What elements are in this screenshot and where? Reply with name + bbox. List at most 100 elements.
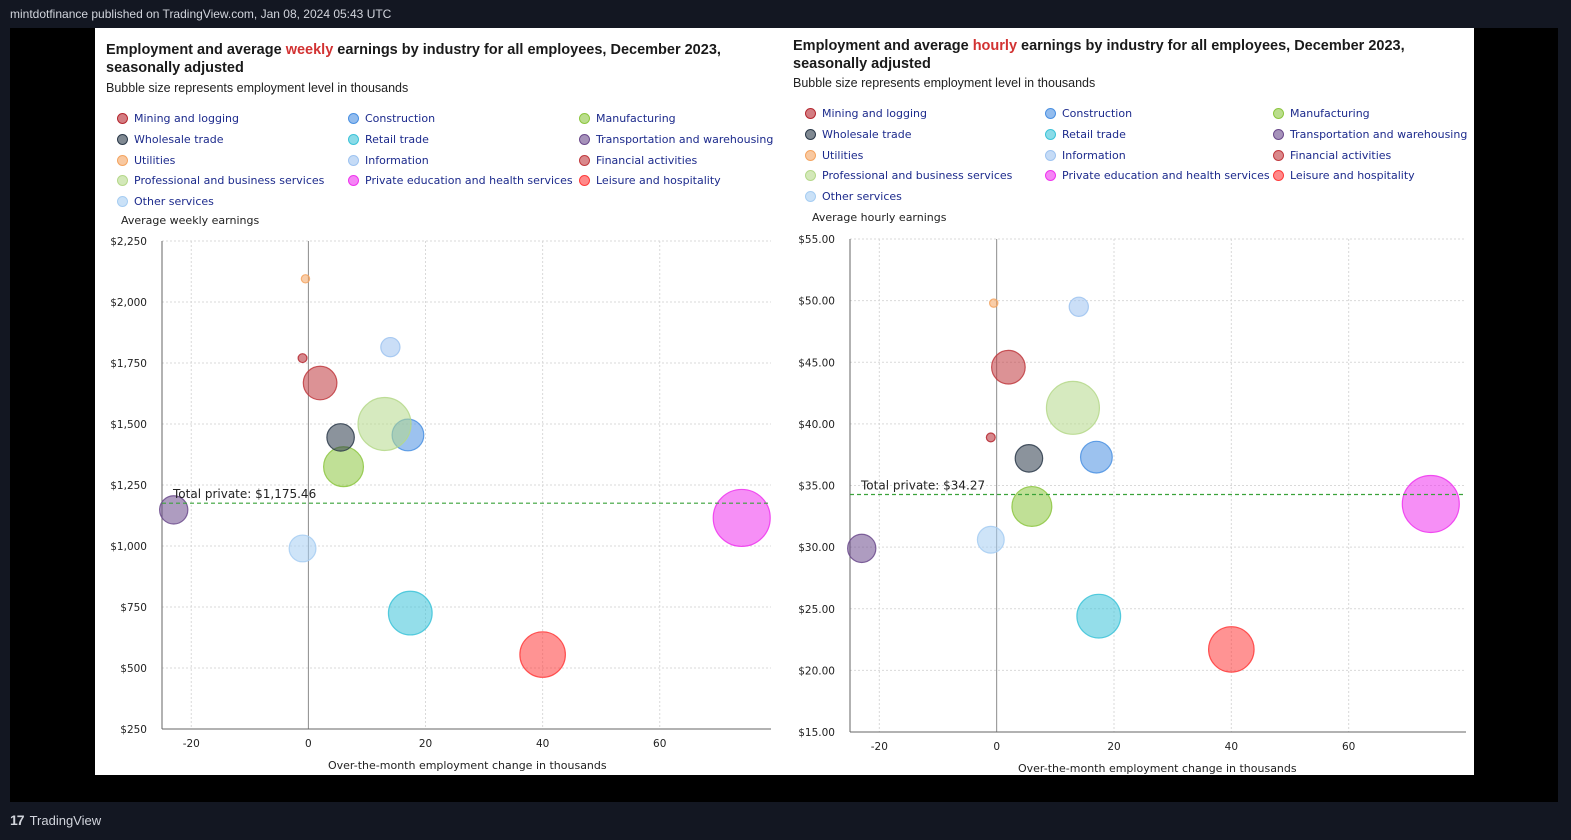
legend-swatch-icon: [805, 170, 816, 182]
legend-swatch-icon: [579, 133, 590, 145]
legend-swatch-icon: [117, 113, 128, 124]
y-tick-label: $45.00: [798, 357, 835, 369]
legend-label: Transportation and warehousing: [596, 132, 774, 146]
legend-item[interactable]: Financial activities: [579, 154, 697, 167]
bubble-information[interactable]: [380, 336, 401, 358]
bubble-transportation-and-warehousing[interactable]: [847, 533, 877, 564]
tradingview-footer[interactable]: 17 TradingView: [10, 806, 101, 834]
legend-item[interactable]: Professional and business services: [117, 174, 324, 187]
legend-item[interactable]: Information: [1045, 149, 1126, 162]
legend-item[interactable]: Professional and business services: [805, 169, 1012, 182]
bubble-manufacturing[interactable]: [1011, 485, 1053, 527]
hourly-bubble-plot: $15.00 $20.00 $25.00 $30.00 $35.00 $40.00 $45.…: [798, 234, 1466, 753]
legend-item[interactable]: Mining and logging: [805, 107, 927, 120]
x-tick-label: -20: [183, 738, 200, 750]
legend-item[interactable]: Transportation and warehousing: [579, 133, 773, 146]
bubble-financial-activities[interactable]: [302, 365, 338, 401]
x-tick-label: 40: [1225, 741, 1238, 753]
weekly-x-axis-title: Over-the-month employment change in thou…: [328, 759, 607, 772]
y-tick-label: $20.00: [798, 665, 835, 677]
legend-label: Wholesale trade: [822, 127, 912, 141]
legend-item[interactable]: Mining and logging: [117, 112, 239, 125]
legend-label: Private education and health services: [1062, 169, 1270, 183]
bubble-utilities[interactable]: [988, 298, 999, 308]
legend-label: Transportation and warehousing: [1290, 127, 1468, 141]
legend-swatch-icon: [117, 154, 128, 166]
legend-item[interactable]: Information: [348, 154, 429, 167]
y-tick-label: $2,000: [110, 297, 147, 309]
bubble-private-education-and-health-services[interactable]: [1401, 474, 1460, 534]
y-tick-label: $25.00: [798, 604, 835, 616]
legend-label: Retail trade: [365, 132, 429, 146]
bubble-information[interactable]: [1068, 296, 1089, 317]
bubble-utilities[interactable]: [300, 274, 311, 284]
legend-label: Other services: [822, 190, 902, 204]
publish-header: mintdotfinance published on TradingView.…: [10, 7, 392, 21]
y-tick-label: $50.00: [798, 296, 835, 308]
x-tick-label: 60: [653, 738, 666, 750]
legend-item[interactable]: Wholesale trade: [805, 128, 912, 141]
legend-item[interactable]: Construction: [348, 112, 435, 125]
bubble-other-services[interactable]: [976, 525, 1005, 554]
legend-item[interactable]: Leisure and hospitality: [1273, 169, 1415, 182]
legend-item[interactable]: Private education and health services: [1045, 169, 1270, 182]
bubble-professional-and-business-services[interactable]: [1045, 380, 1101, 435]
bubble-mining-and-logging[interactable]: [985, 432, 996, 443]
bubble-manufacturing[interactable]: [323, 446, 365, 488]
legend-label: Financial activities: [1290, 148, 1392, 162]
bubble-private-education-and-health-services[interactable]: [712, 488, 771, 548]
x-tick-label: 0: [993, 741, 1000, 753]
bubble-retail-trade[interactable]: [1076, 593, 1122, 639]
legend-item[interactable]: Retail trade: [1045, 128, 1126, 141]
legend-item[interactable]: Wholesale trade: [117, 133, 224, 146]
legend-item[interactable]: Financial activities: [1273, 149, 1391, 162]
legend-item[interactable]: Manufacturing: [579, 112, 676, 125]
legend-item[interactable]: Retail trade: [348, 133, 429, 146]
bubble-financial-activities[interactable]: [991, 349, 1026, 385]
x-tick-label: 0: [305, 738, 312, 750]
legend-label: Leisure and hospitality: [596, 174, 721, 188]
legend-swatch-icon: [348, 113, 359, 124]
bubble-transportation-and-warehousing[interactable]: [159, 495, 189, 525]
legend-item[interactable]: Manufacturing: [1273, 107, 1370, 120]
bubble-other-services[interactable]: [288, 534, 317, 563]
legend-swatch-icon: [805, 108, 816, 119]
x-tick-label: 20: [419, 738, 432, 750]
bubble-leisure-and-hospitality[interactable]: [519, 631, 566, 678]
legend-item[interactable]: Utilities: [117, 154, 175, 167]
legend-swatch-icon: [117, 133, 128, 145]
legend-item[interactable]: Transportation and warehousing: [1273, 128, 1467, 141]
bubble-wholesale-trade[interactable]: [326, 423, 355, 452]
y-tick-label: $1,500: [110, 419, 147, 431]
legend-item[interactable]: Other services: [117, 195, 214, 208]
legend-label: Professional and business services: [134, 174, 325, 188]
legend-swatch-icon: [117, 175, 128, 187]
x-tick-label: 40: [536, 738, 549, 750]
legend-label: Mining and logging: [822, 107, 927, 120]
legend-swatch-icon: [805, 149, 816, 161]
bubble-leisure-and-hospitality[interactable]: [1207, 626, 1255, 673]
legend-item[interactable]: Leisure and hospitality: [579, 174, 721, 187]
weekly-chart-title: Employment and average weekly earnings b…: [106, 42, 721, 76]
bubble-professional-and-business-services[interactable]: [357, 396, 412, 452]
legend-swatch-icon: [1045, 170, 1056, 182]
weekly-y-axis-title: Average weekly earnings: [121, 214, 260, 227]
legend-swatch-icon: [1045, 128, 1056, 140]
legend-label: Private education and health services: [365, 174, 573, 188]
legend-item[interactable]: Construction: [1045, 107, 1132, 120]
legend-item[interactable]: Private education and health services: [348, 174, 573, 187]
legend-item[interactable]: Utilities: [805, 149, 863, 162]
bubble-construction[interactable]: [1079, 440, 1113, 474]
hourly-chart-subtitle: Bubble size represents employment level …: [793, 76, 1096, 90]
y-tick-label: $500: [120, 663, 147, 675]
y-tick-label: $1,750: [110, 358, 147, 370]
bubble-wholesale-trade[interactable]: [1014, 444, 1044, 473]
legend-label: Professional and business services: [822, 169, 1013, 183]
bubble-retail-trade[interactable]: [387, 590, 433, 636]
weekly-chart-panel: Employment and average weekly earnings b…: [95, 28, 783, 775]
legend-label: Wholesale trade: [134, 132, 224, 146]
bubble-mining-and-logging[interactable]: [297, 353, 308, 364]
y-tick-label: $2,250: [110, 236, 147, 248]
y-tick-label: $1,000: [110, 541, 147, 553]
legend-item[interactable]: Other services: [805, 190, 902, 203]
